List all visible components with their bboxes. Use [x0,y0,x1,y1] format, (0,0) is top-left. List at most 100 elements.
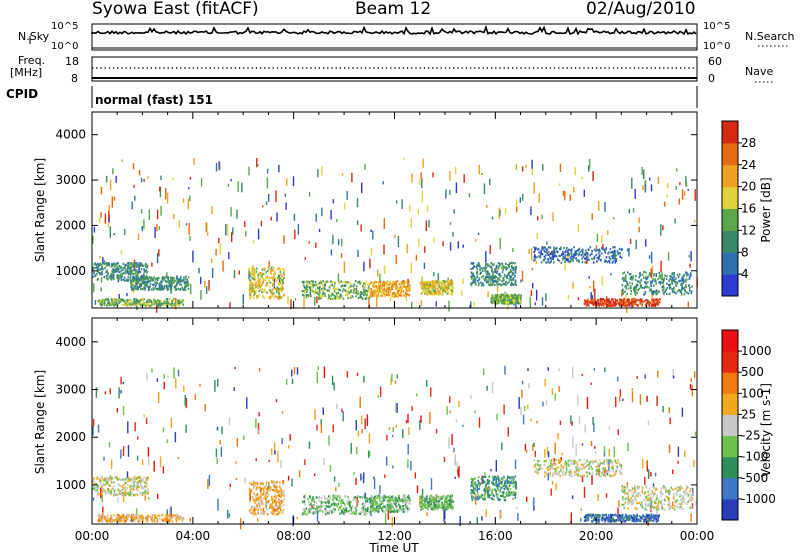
echo-cell [158,517,161,521]
echo-cell [96,494,99,497]
echo-cell [517,302,519,305]
echo-cell [361,496,363,499]
echo-cell [182,278,184,281]
echo-cell [103,488,105,492]
echo-cell [366,512,368,515]
echo-cell [549,246,552,249]
echo-speck [104,391,106,395]
echo-cell [349,512,351,515]
echo-cell [264,492,267,495]
echo-cell [646,286,649,289]
echo-cell [141,280,144,283]
echo-cell [105,479,108,482]
echo-speck [303,297,305,308]
echo-speck [230,207,232,217]
echo-cell [321,295,323,298]
echo-speck [188,222,190,235]
echo-cell [364,297,366,300]
echo-speck [425,220,427,232]
echo-cell [487,273,489,276]
echo-cell [305,288,308,291]
echo-cell [492,274,495,277]
echo-speck [376,295,378,307]
echo-cell [365,297,367,300]
echo-cell [275,291,278,294]
echo-cell [564,254,566,257]
echo-cell [640,300,643,303]
echo-cell [618,247,621,250]
echo-cell [579,250,582,253]
echo-cell [144,482,147,485]
echo-cell [148,304,151,307]
echo-speck [350,442,352,454]
echo-cell [648,273,651,276]
echo-speck [293,213,296,221]
echo-cell [96,489,99,492]
echo-cell [493,297,495,300]
echo-speck [627,496,630,504]
echo-speck [644,183,647,193]
echo-cell [264,503,267,506]
echo-cell [407,283,409,287]
echo-cell [315,501,317,504]
echo-cell [256,498,259,501]
echo-speck [330,209,332,220]
echo-cell [139,299,142,302]
echo-cell [250,271,252,275]
echo-cell [165,298,168,301]
ytick-label: 2000 [55,218,86,232]
echo-cell [578,259,580,262]
echo-speck [208,280,210,291]
echo-cell [276,286,279,289]
echo-cell [578,252,580,255]
echo-cell [511,302,514,305]
echo-cell [145,479,147,482]
echo-speck [361,428,363,434]
echo-cell [182,303,184,306]
echo-speck [377,394,379,398]
echo-cell [606,261,609,264]
echo-cell [481,267,483,270]
echo-cell [513,266,515,269]
echo-cell [105,277,108,280]
echo-cell [283,490,285,493]
echo-cell [623,277,626,280]
echo-cell [126,302,128,305]
echo-cell [260,272,262,275]
echo-cell [325,513,327,516]
echo-cell [363,285,365,289]
echo-cell [113,265,116,268]
echo-cell [251,282,253,286]
echo-speck [200,290,202,300]
echo-speck [533,506,535,511]
echo-cell [164,520,167,523]
echo-cell [256,285,259,288]
echo-cell [470,267,472,270]
echo-cell [547,253,549,256]
echo-cell [360,291,362,294]
echo-speck [316,424,318,431]
echo-cell [126,514,128,517]
echo-cell [630,290,632,293]
echo-cell [349,506,351,509]
echo-speck [243,435,245,440]
echo-cell [121,488,124,491]
echo-speck [437,273,439,283]
echo-cell [581,257,583,260]
echo-cell [470,262,473,265]
echo-cell [566,253,569,257]
echo-cell [111,300,113,303]
echo-cell [655,279,657,282]
echo-speck [415,254,418,261]
echo-cell [584,257,586,260]
echo-speck [499,210,501,216]
echo-cell [675,277,677,280]
echo-cell [500,284,502,287]
echo-cell [93,271,95,274]
echo-cell [158,302,161,305]
echo-cell [271,290,273,293]
echo-cell [168,283,171,286]
echo-cell [487,270,489,273]
echo-speck [296,367,299,375]
echo-cell [268,285,271,288]
